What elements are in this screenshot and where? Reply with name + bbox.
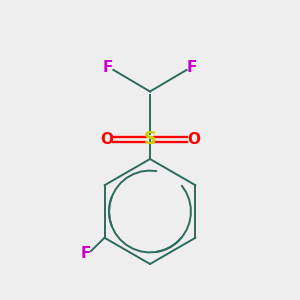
Text: F: F [103,60,113,75]
Text: F: F [187,60,197,75]
Text: F: F [80,246,91,261]
Text: S: S [143,130,157,148]
Text: O: O [100,132,113,147]
Text: O: O [187,132,200,147]
